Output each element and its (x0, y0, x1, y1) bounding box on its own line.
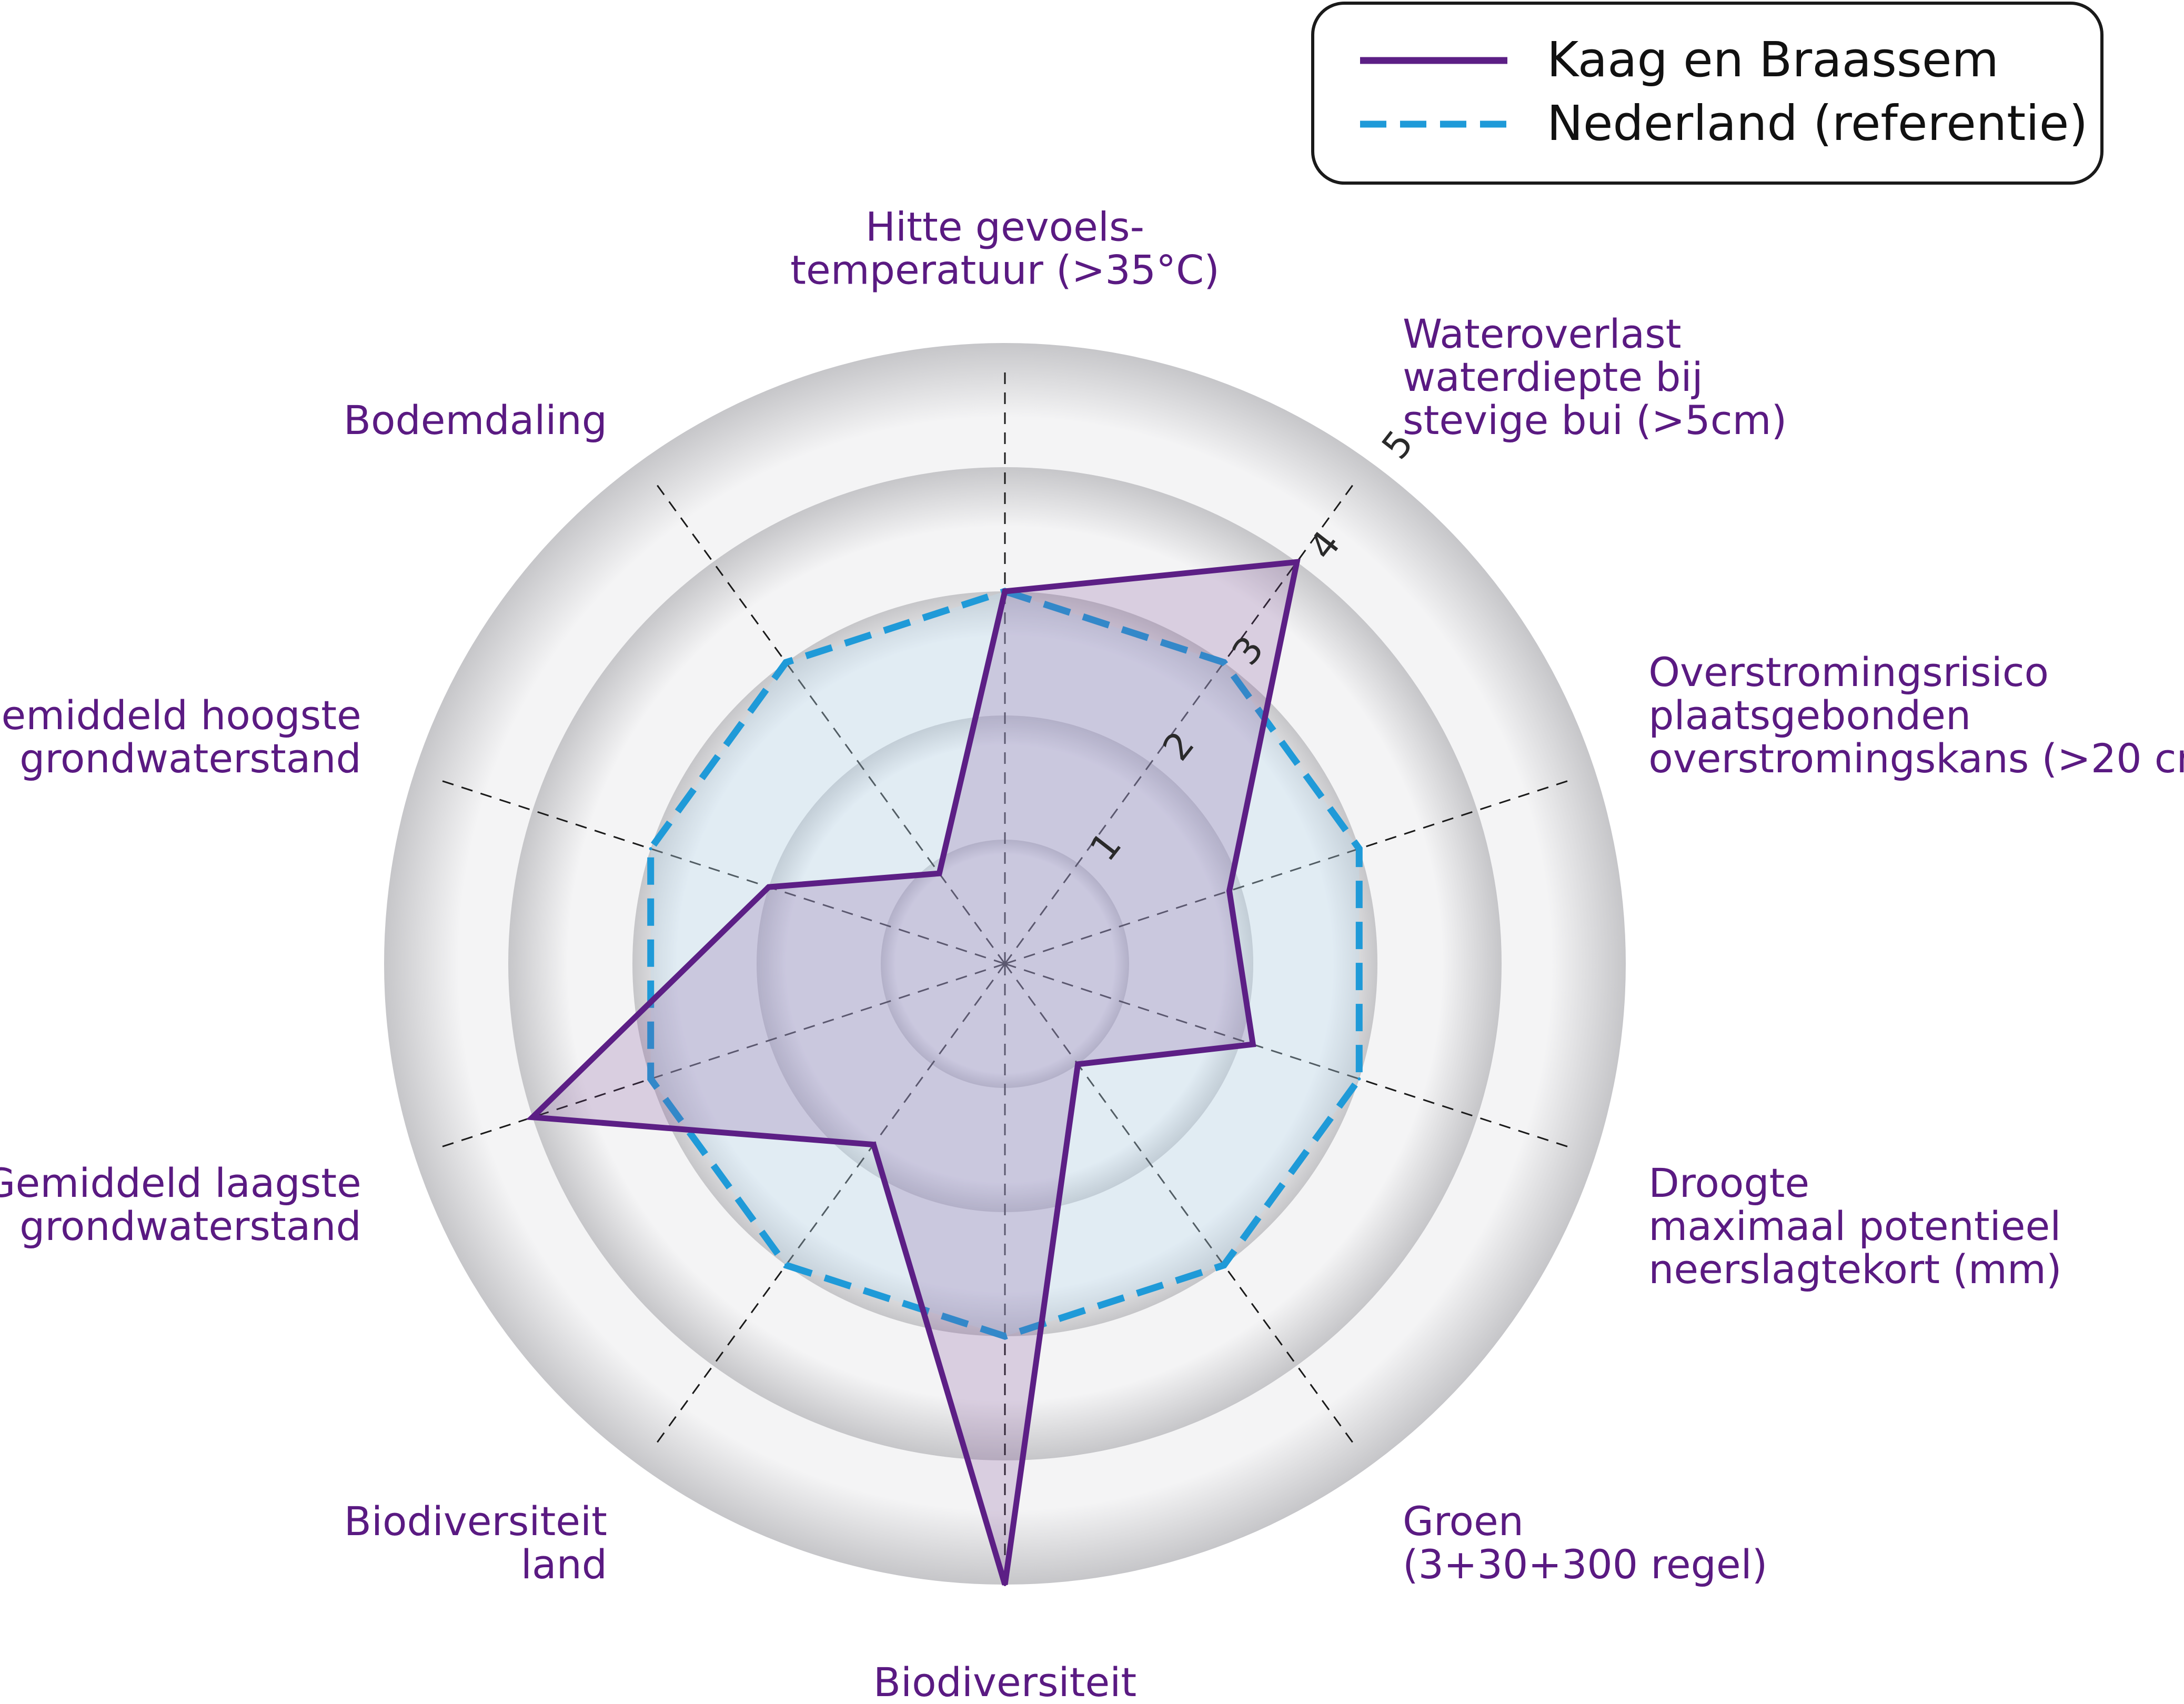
point-kaag-0 (1003, 590, 1007, 593)
point-nederland-7 (649, 1077, 652, 1081)
axis-label-5: Biodiversiteitwater (873, 1659, 1136, 1704)
axis-label-7-line-0: Gemiddeld laagste (0, 1159, 361, 1206)
axis-label-3-line-2: neerslagtekort (mm) (1648, 1246, 2061, 1293)
axis-label-0-line-1: temperatuur (>35°C) (790, 246, 1220, 293)
axis-label-0: Hitte gevoels-temperatuur (>35°C) (790, 203, 1220, 293)
axis-label-9-line-0: Bodemdaling (344, 397, 607, 443)
series-layer (526, 559, 1363, 1586)
axis-label-4: Groen(3+30+300 regel) (1403, 1498, 1767, 1588)
axis-label-7-line-1: grondwaterstand (19, 1203, 361, 1249)
axis-label-6-line-1: land (521, 1541, 607, 1588)
point-kaag-3 (1251, 1043, 1255, 1046)
axis-label-4-line-1: (3+30+300 regel) (1403, 1541, 1767, 1588)
axis-label-3-line-1: maximaal potentieel (1648, 1203, 2061, 1249)
axis-label-1-line-2: stevige bui (>5cm) (1403, 397, 1787, 443)
axis-label-2-line-0: Overstromingsrisico (1648, 649, 2049, 695)
point-nederland-4 (1222, 1263, 1226, 1267)
legend-label-nederland: Nederland (referentie) (1547, 95, 2088, 152)
series-fill-kaag (532, 562, 1297, 1585)
axis-label-4-line-0: Groen (1403, 1498, 1524, 1545)
legend: Kaag en Braassem Nederland (referentie) (1311, 2, 2104, 185)
axis-label-6-line-0: Biodiversiteit (344, 1498, 607, 1545)
legend-label-kaag: Kaag en Braassem (1547, 32, 1999, 88)
point-nederland-1 (1222, 661, 1226, 664)
axis-label-0-line-0: Hitte gevoels- (865, 203, 1144, 250)
axis-label-8-line-0: Gemiddeld hoogste (0, 692, 361, 739)
point-kaag-1 (1295, 560, 1299, 564)
point-nederland-6 (784, 1263, 788, 1267)
point-kaag-2 (1227, 889, 1231, 893)
axis-label-2: Overstromingsrisicoplaatsgebondenoverstr… (1648, 649, 2184, 782)
legend-box (1311, 2, 2104, 185)
axis-label-8-line-1: grondwaterstand (19, 735, 361, 782)
axis-label-9: Bodemdaling (344, 397, 607, 443)
point-nederland-2 (1357, 847, 1361, 851)
point-kaag-8 (767, 885, 771, 889)
point-nederland-5 (1003, 1335, 1007, 1338)
axis-label-2-line-1: plaatsgebonden (1648, 692, 1971, 739)
point-kaag-7 (531, 1115, 535, 1119)
point-kaag-4 (1076, 1062, 1080, 1066)
point-kaag-9 (938, 872, 941, 875)
point-kaag-5 (1003, 1583, 1007, 1586)
axis-label-1-line-1: waterdiepte bij (1403, 354, 1703, 400)
point-nederland-8 (649, 847, 652, 851)
point-nederland-3 (1357, 1077, 1361, 1081)
axis-label-5-line-0: Biodiversiteit (873, 1659, 1136, 1704)
point-nederland-9 (784, 661, 788, 664)
axis-label-1-line-0: Wateroverlast (1403, 310, 1682, 357)
axis-label-5-line-1: water (948, 1702, 1062, 1704)
point-kaag-6 (872, 1143, 875, 1146)
axis-labels: Hitte gevoels-temperatuur (>35°C) Waterov… (0, 203, 2184, 1704)
axis-label-3-line-0: Droogte (1648, 1159, 1809, 1206)
series-fill-nederland (650, 591, 1360, 1336)
axis-label-2-line-2: overstromingskans (>20 cm) (1648, 735, 2184, 782)
